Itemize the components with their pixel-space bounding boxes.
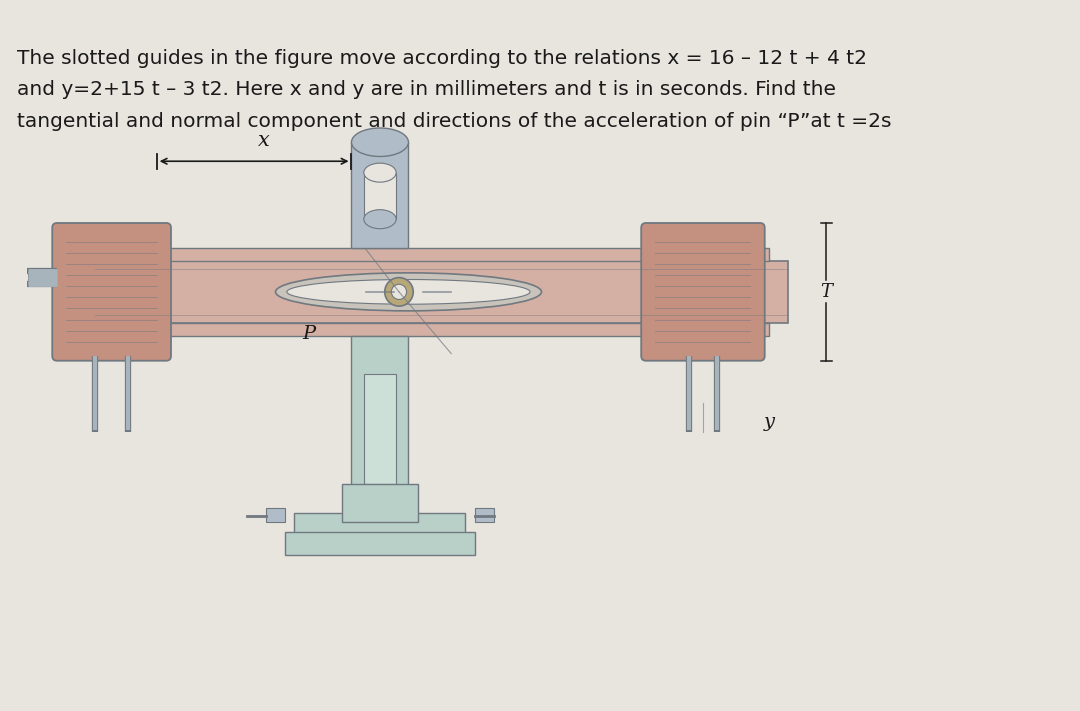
Bar: [285, 532, 475, 555]
Circle shape: [384, 277, 414, 306]
Text: and y=2+15 t – 3 t2. Here x and y are in millimeters and t is in seconds. Find t: and y=2+15 t – 3 t2. Here x and y are in…: [17, 80, 836, 100]
Bar: [351, 142, 408, 247]
Bar: [295, 513, 465, 541]
Text: T: T: [821, 283, 833, 301]
Ellipse shape: [287, 279, 530, 304]
Text: The slotted guides in the figure move according to the relations x = 16 – 12 t +: The slotted guides in the figure move ac…: [17, 49, 867, 68]
Bar: [364, 374, 396, 484]
Text: x: x: [258, 131, 270, 150]
Ellipse shape: [351, 128, 408, 156]
Bar: [266, 508, 285, 522]
Bar: [95, 261, 788, 323]
Bar: [114, 323, 769, 336]
FancyBboxPatch shape: [642, 223, 765, 360]
Text: y: y: [764, 414, 775, 432]
Ellipse shape: [275, 273, 541, 311]
Text: tangential and normal component and directions of the acceleration of pin “P”at : tangential and normal component and dire…: [17, 112, 892, 131]
Bar: [364, 173, 396, 219]
Circle shape: [391, 284, 406, 299]
Bar: [351, 336, 408, 493]
Bar: [114, 247, 769, 261]
Bar: [475, 508, 494, 522]
Bar: [342, 484, 418, 522]
Ellipse shape: [364, 163, 396, 182]
FancyBboxPatch shape: [52, 223, 171, 360]
Ellipse shape: [364, 210, 396, 229]
Text: P: P: [302, 325, 315, 343]
